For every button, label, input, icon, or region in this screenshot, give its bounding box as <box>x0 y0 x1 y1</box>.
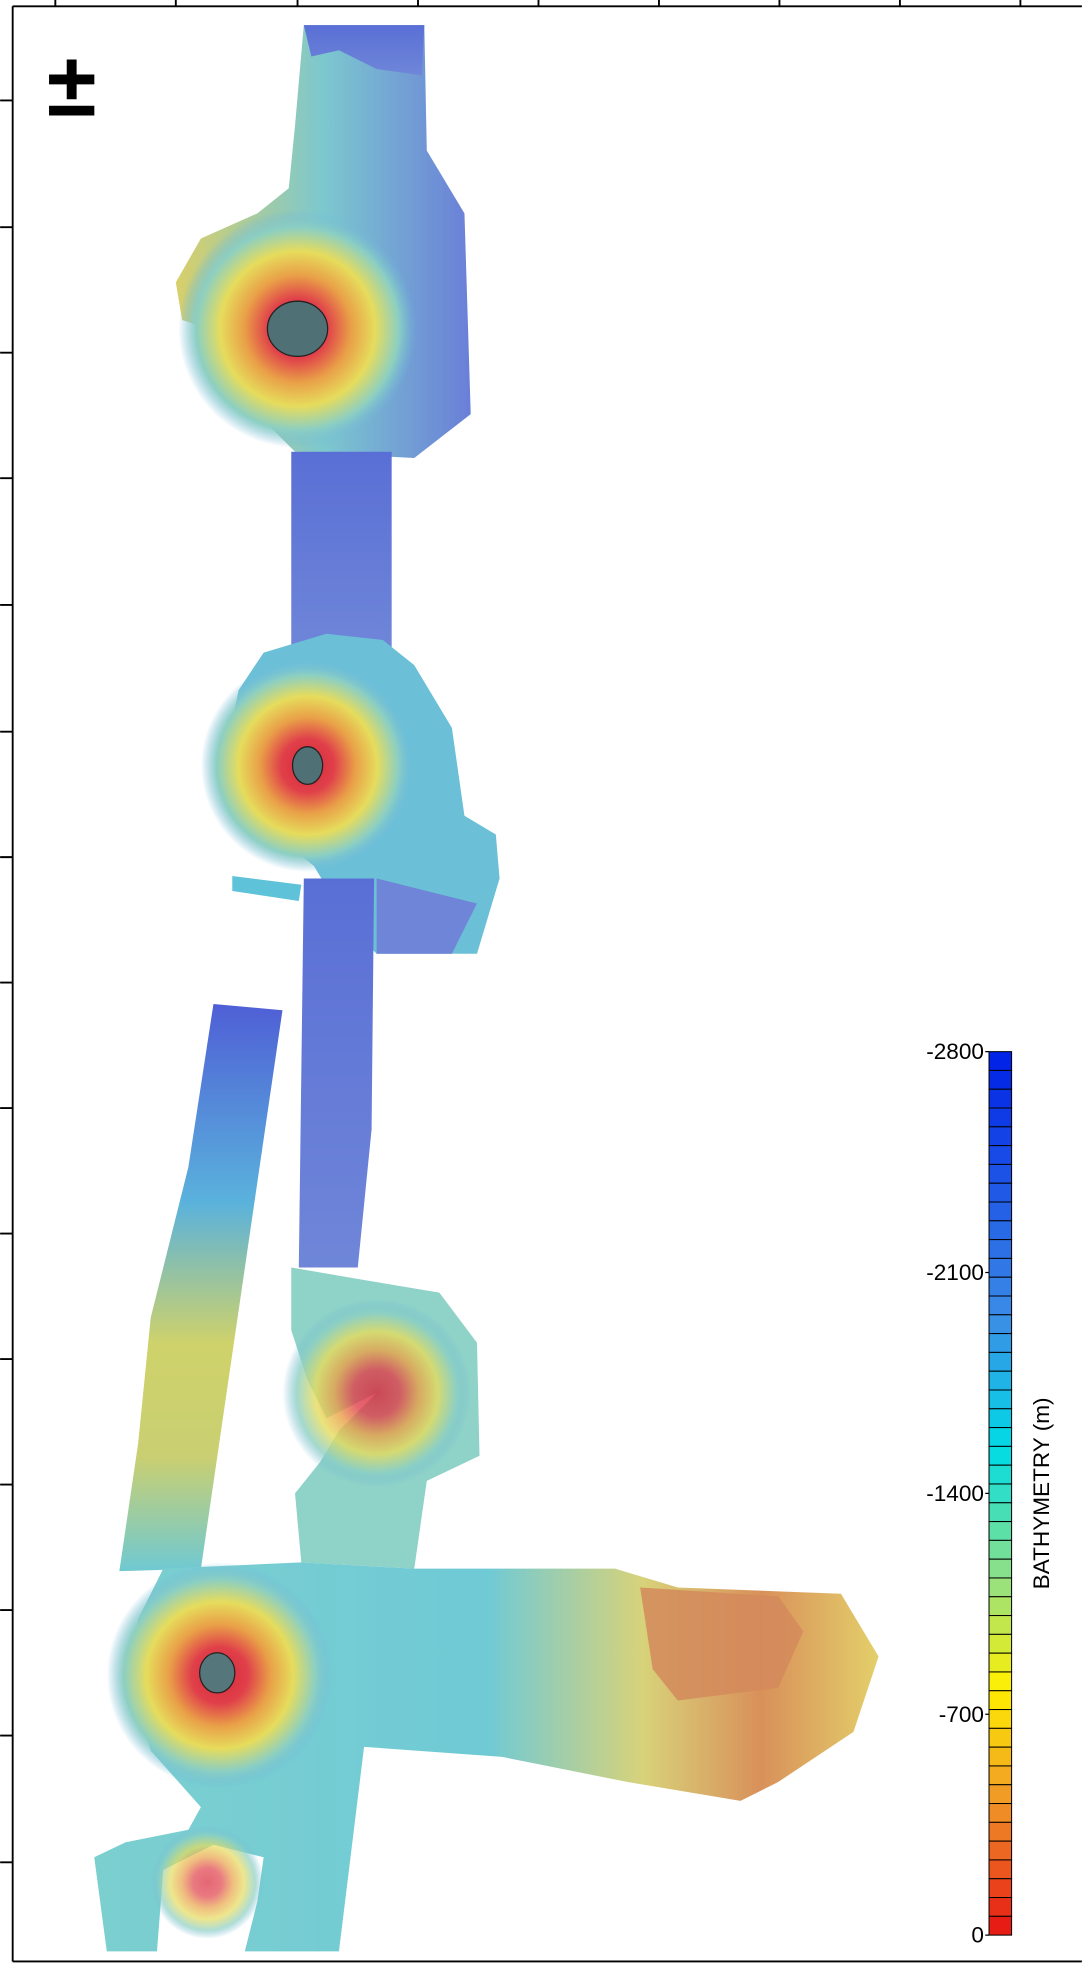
colorbar-tick-label: 0 <box>971 1923 984 1948</box>
colorbar-swatch <box>988 1615 1013 1635</box>
colorbar-swatch <box>988 1915 1013 1936</box>
colorbar-swatch <box>988 1464 1013 1485</box>
colorbar-swatch <box>988 1577 1013 1598</box>
colorbar-swatch <box>988 1163 1013 1184</box>
colorbar-swatch <box>988 1427 1013 1447</box>
colorbar-swatch <box>988 1897 1013 1917</box>
north-arrow: ± <box>47 34 97 135</box>
colorbar-swatch <box>988 1088 1013 1109</box>
colorbar-swatch <box>988 1107 1013 1128</box>
colorbar-tick-label: -700 <box>939 1702 984 1727</box>
colorbar-swatch <box>988 1257 1013 1278</box>
colorbar-swatch <box>988 1182 1013 1203</box>
colorbar-swatch <box>988 1878 1013 1899</box>
colorbar-tick-label: -2800 <box>926 1039 984 1064</box>
colorbar-swatch <box>988 1370 1013 1391</box>
colorbar-swatch <box>988 1295 1013 1316</box>
colorbar-swatch <box>988 1126 1013 1147</box>
colorbar-tick-label: -2100 <box>926 1260 984 1285</box>
colorbar-swatch <box>988 1389 1013 1410</box>
colorbar-swatch <box>988 1746 1013 1767</box>
colorbar-swatch <box>988 1803 1013 1823</box>
colorbar-swatch <box>988 1859 1013 1880</box>
colorbar-swatch <box>988 1445 1013 1466</box>
colorbar-swatch <box>988 1765 1013 1786</box>
colorbar-label: BATHYMETRY (m) <box>1029 1397 1054 1589</box>
colorbar-swatch <box>988 1539 1013 1560</box>
colorbar-swatch <box>988 1314 1013 1335</box>
colorbar-swatch <box>988 1502 1013 1523</box>
colorbar-swatch <box>988 1276 1013 1297</box>
colorbar-swatch <box>988 1652 1013 1673</box>
colorbar-swatch <box>988 1051 1013 1071</box>
bathymetry-survey <box>94 25 879 1952</box>
colorbar-swatch <box>988 1201 1013 1222</box>
colorbar-swatch <box>988 1596 1013 1617</box>
colorbar: -2800 -2100 -1400 -700 0 <box>926 1039 1013 1948</box>
colorbar-swatch <box>988 1239 1013 1259</box>
colorbar-swatch <box>988 1821 1013 1842</box>
colorbar-swatch <box>988 1558 1013 1579</box>
colorbar-swatch <box>988 1069 1013 1090</box>
colorbar-swatch <box>988 1333 1013 1353</box>
colorbar-tick-label: -1400 <box>926 1481 984 1506</box>
colorbar-swatch <box>988 1351 1013 1372</box>
colorbar-swatch <box>988 1220 1013 1241</box>
colorbar-swatch <box>988 1483 1013 1504</box>
colorbar-swatch <box>988 1145 1013 1165</box>
colorbar-swatch <box>988 1784 1013 1805</box>
colorbar-swatch <box>988 1690 1013 1711</box>
colorbar-swatch <box>988 1727 1013 1748</box>
colorbar-swatch <box>988 1709 1013 1729</box>
colorbar-swatch <box>988 1671 1013 1692</box>
colorbar-swatch <box>988 1521 1013 1541</box>
colorbar-swatch <box>988 1633 1013 1654</box>
colorbar-swatch <box>988 1408 1013 1429</box>
colorbar-swatch <box>988 1840 1013 1861</box>
